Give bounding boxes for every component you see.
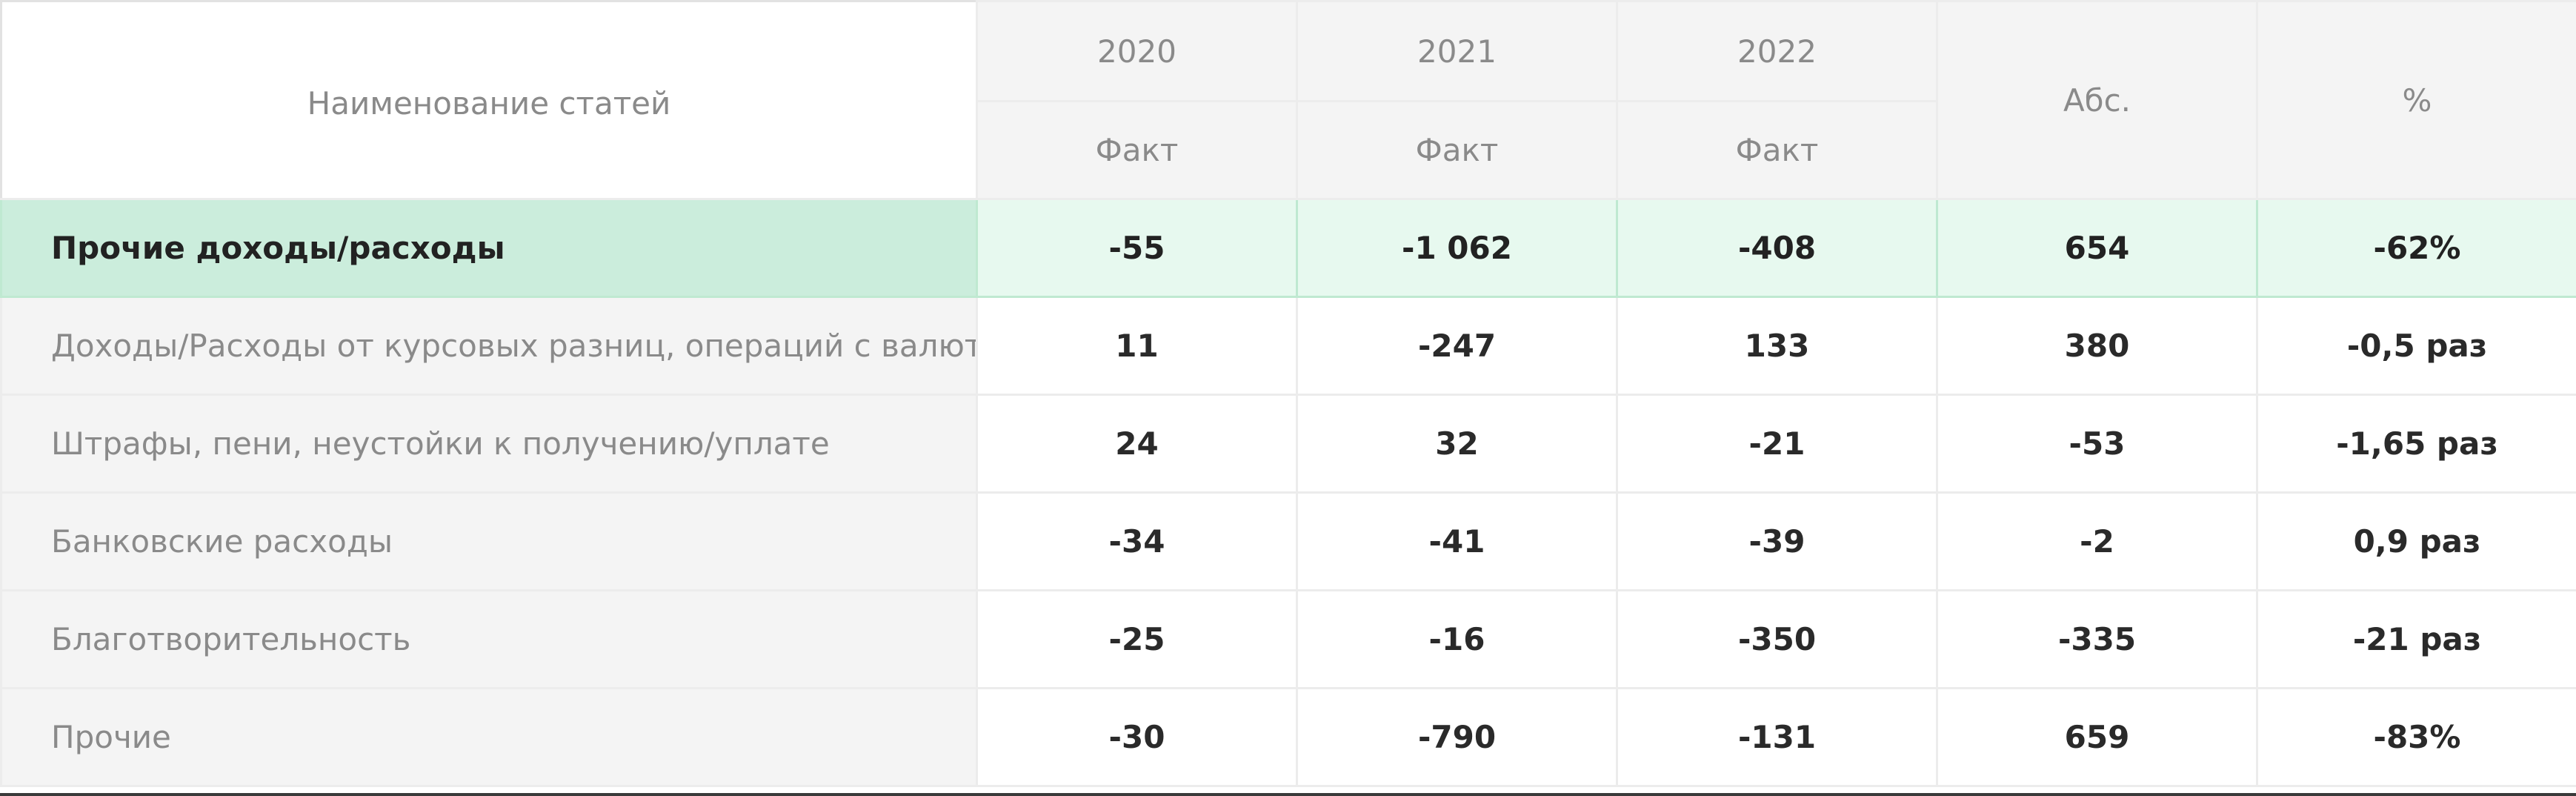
cell-2021: -16 [1296,589,1618,689]
column-header-abs: Абс. [1936,0,2258,200]
cell-abs: -53 [1936,394,2258,494]
row-label: Прочие доходы/расходы [0,198,978,298]
column-subheader-2022: Факт [1616,100,1938,200]
cell-percent: -62% [2256,198,2576,298]
cell-2022: -39 [1616,491,1938,591]
cell-abs: 654 [1936,198,2258,298]
table-body: Прочие доходы/расходы -55 -1 062 -408 65… [0,198,2576,787]
cell-2022: -408 [1616,198,1938,298]
column-subheader-2020: Факт [976,100,1298,200]
cell-2021: -247 [1296,296,1618,396]
table-row: Штрафы, пени, неустойки к получению/упла… [0,394,2576,494]
cell-abs: -2 [1936,491,2258,591]
column-header-name: Наименование статей [0,0,978,200]
cell-2020: -25 [976,589,1298,689]
column-header-name-text: Наименование статей [307,84,671,122]
cell-percent: -1,65 раз [2256,394,2576,494]
cell-2021: -1 062 [1296,198,1618,298]
row-label: Банковские расходы [0,491,978,591]
table-row: Банковские расходы -34 -41 -39 -2 0,9 ра… [0,491,2576,591]
column-header-year-2022: 2022 [1616,0,1938,102]
table-header: Наименование статей 2020 2021 2022 Абс. … [0,0,2576,200]
column-header-year-2020: 2020 [976,0,1298,102]
cell-2021: -41 [1296,491,1618,591]
cell-abs: 659 [1936,687,2258,787]
cell-abs: 380 [1936,296,2258,396]
cell-2021: -790 [1296,687,1618,787]
cell-2020: -34 [976,491,1298,591]
cell-2022: -350 [1616,589,1938,689]
table-row: Доходы/Расходы от курсовых разниц, опера… [0,296,2576,396]
table-row-summary: Прочие доходы/расходы -55 -1 062 -408 65… [0,198,2576,298]
column-header-percent: % [2256,0,2576,200]
table-row: Прочие -30 -790 -131 659 -83% [0,687,2576,787]
table-row: Благотворительность -25 -16 -350 -335 -2… [0,589,2576,689]
cell-2022: 133 [1616,296,1938,396]
cell-2020: -55 [976,198,1298,298]
cell-2022: -131 [1616,687,1938,787]
row-label: Прочие [0,687,978,787]
cell-percent: -21 раз [2256,589,2576,689]
cell-percent: -83% [2256,687,2576,787]
row-label: Доходы/Расходы от курсовых разниц, опера… [0,296,978,396]
column-header-year-2021: 2021 [1296,0,1618,102]
cell-abs: -335 [1936,589,2258,689]
cell-2020: 11 [976,296,1298,396]
cell-2020: 24 [976,394,1298,494]
cell-2022: -21 [1616,394,1938,494]
row-label: Штрафы, пени, неустойки к получению/упла… [0,394,978,494]
cell-percent: -0,5 раз [2256,296,2576,396]
cell-percent: 0,9 раз [2256,491,2576,591]
column-subheader-2021: Факт [1296,100,1618,200]
cell-2020: -30 [976,687,1298,787]
cell-2021: 32 [1296,394,1618,494]
row-label: Благотворительность [0,589,978,689]
